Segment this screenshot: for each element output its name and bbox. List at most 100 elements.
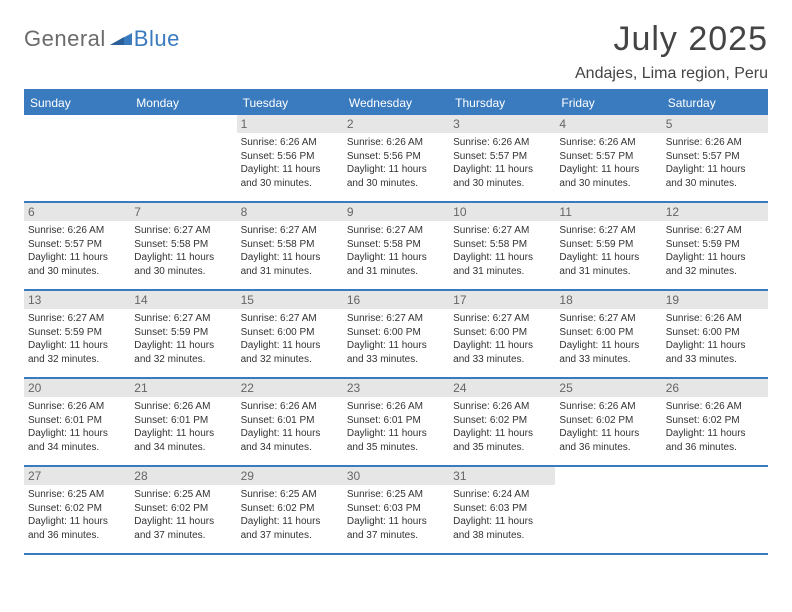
sunrise-line: Sunrise: 6:27 AM [453,224,551,238]
day-cell: 18Sunrise: 6:27 AMSunset: 6:00 PMDayligh… [555,291,661,377]
day-number: 1 [237,115,343,133]
sunset-line: Sunset: 5:57 PM [28,238,126,252]
daylight-line: Daylight: 11 hours and 32 minutes. [666,251,764,278]
day-number: 22 [237,379,343,397]
sunrise-line: Sunrise: 6:26 AM [347,400,445,414]
daylight-line: Daylight: 11 hours and 34 minutes. [134,427,232,454]
daylight-line: Daylight: 11 hours and 32 minutes. [134,339,232,366]
day-cell: 10Sunrise: 6:27 AMSunset: 5:58 PMDayligh… [449,203,555,289]
sunset-line: Sunset: 6:02 PM [241,502,339,516]
day-number: 19 [662,291,768,309]
day-cell: 3Sunrise: 6:26 AMSunset: 5:57 PMDaylight… [449,115,555,201]
daylight-line: Daylight: 11 hours and 30 minutes. [453,163,551,190]
day-number: 8 [237,203,343,221]
sunset-line: Sunset: 6:00 PM [453,326,551,340]
week-row: 13Sunrise: 6:27 AMSunset: 5:59 PMDayligh… [24,291,768,379]
sunset-line: Sunset: 5:57 PM [453,150,551,164]
day-number: 5 [662,115,768,133]
daylight-line: Daylight: 11 hours and 35 minutes. [347,427,445,454]
sunset-line: Sunset: 6:01 PM [134,414,232,428]
day-number [662,467,768,485]
day-cell: 22 Sunrise: 6:26 AMSunset: 6:01 PMDayligh… [237,379,343,465]
sunrise-line: Sunrise: 6:27 AM [453,312,551,326]
daylight-line: Daylight: 11 hours and 35 minutes. [453,427,551,454]
day-cell: 21Sunrise: 6:26 AMSunset: 6:01 PMDayligh… [130,379,236,465]
sunset-line: Sunset: 6:02 PM [28,502,126,516]
daylight-line: Daylight: 11 hours and 33 minutes. [559,339,657,366]
day-cell: 6Sunrise: 6:26 AMSunset: 5:57 PMDaylight… [24,203,130,289]
sunset-line: Sunset: 5:59 PM [559,238,657,252]
daylight-line: Daylight: 11 hours and 30 minutes. [134,251,232,278]
day-number: 24 [449,379,555,397]
sunrise-line: Sunrise: 6:27 AM [28,312,126,326]
sunset-line: Sunset: 6:00 PM [666,326,764,340]
day-cell: 26Sunrise: 6:26 AMSunset: 6:02 PMDayligh… [662,379,768,465]
day-number: 12 [662,203,768,221]
sunrise-line: Sunrise: 6:25 AM [347,488,445,502]
daylight-line: Daylight: 11 hours and 34 minutes. [241,427,339,454]
daylight-line: Daylight: 11 hours and 31 minutes. [241,251,339,278]
daylight-line: Daylight: 11 hours and 37 minutes. [347,515,445,542]
day-header: Sunday [24,91,130,115]
calendar: SundayMondayTuesdayWednesdayThursdayFrid… [24,89,768,555]
daylight-line: Daylight: 11 hours and 34 minutes. [28,427,126,454]
title-block: July 2025 Andajes, Lima region, Peru [575,20,768,83]
sunrise-line: Sunrise: 6:25 AM [241,488,339,502]
day-number [130,115,236,133]
day-number: 31 [449,467,555,485]
day-number: 30 [343,467,449,485]
sunset-line: Sunset: 5:58 PM [134,238,232,252]
sunset-line: Sunset: 5:57 PM [666,150,764,164]
day-number: 27 [24,467,130,485]
page-title: July 2025 [575,20,768,59]
day-number: 16 [343,291,449,309]
day-header: Monday [130,91,236,115]
daylight-line: Daylight: 11 hours and 30 minutes. [666,163,764,190]
week-row: 20Sunrise: 6:26 AMSunset: 6:01 PMDayligh… [24,379,768,467]
day-cell: 8Sunrise: 6:27 AMSunset: 5:58 PMDaylight… [237,203,343,289]
sunrise-line: Sunrise: 6:27 AM [241,312,339,326]
day-header: Thursday [449,91,555,115]
day-header: Saturday [662,91,768,115]
sunrise-line: Sunrise: 6:26 AM [241,400,339,414]
day-number: 25 [555,379,661,397]
daylight-line: Daylight: 11 hours and 33 minutes. [453,339,551,366]
daylight-line: Daylight: 11 hours and 32 minutes. [28,339,126,366]
day-cell: 23Sunrise: 6:26 AMSunset: 6:01 PMDayligh… [343,379,449,465]
day-header: Wednesday [343,91,449,115]
sunset-line: Sunset: 5:58 PM [453,238,551,252]
week-row: 27Sunrise: 6:25 AMSunset: 6:02 PMDayligh… [24,467,768,555]
day-number: 21 [130,379,236,397]
day-number: 28 [130,467,236,485]
sunrise-line: Sunrise: 6:27 AM [666,224,764,238]
day-number: 9 [343,203,449,221]
daylight-line: Daylight: 11 hours and 33 minutes. [666,339,764,366]
sunset-line: Sunset: 6:03 PM [347,502,445,516]
daylight-line: Daylight: 11 hours and 36 minutes. [559,427,657,454]
daylight-line: Daylight: 11 hours and 33 minutes. [347,339,445,366]
daylight-line: Daylight: 11 hours and 30 minutes. [347,163,445,190]
sunrise-line: Sunrise: 6:24 AM [453,488,551,502]
sunrise-line: Sunrise: 6:25 AM [134,488,232,502]
sunset-line: Sunset: 6:01 PM [241,414,339,428]
daylight-line: Daylight: 11 hours and 37 minutes. [134,515,232,542]
sunset-line: Sunset: 6:02 PM [666,414,764,428]
day-cell: 25Sunrise: 6:26 AMSunset: 6:02 PMDayligh… [555,379,661,465]
header: General Blue July 2025 Andajes, Lima reg… [24,20,768,83]
week-row: 1Sunrise: 6:26 AMSunset: 5:56 PMDaylight… [24,115,768,203]
sunrise-line: Sunrise: 6:26 AM [559,400,657,414]
day-number: 10 [449,203,555,221]
daylight-line: Daylight: 11 hours and 30 minutes. [241,163,339,190]
day-number: 29 [237,467,343,485]
day-cell: 28Sunrise: 6:25 AMSunset: 6:02 PMDayligh… [130,467,236,553]
daylight-line: Daylight: 11 hours and 37 minutes. [241,515,339,542]
sunset-line: Sunset: 6:03 PM [453,502,551,516]
sunrise-line: Sunrise: 6:26 AM [559,136,657,150]
day-header: Tuesday [237,91,343,115]
day-number: 23 [343,379,449,397]
sunrise-line: Sunrise: 6:26 AM [666,136,764,150]
day-cell: 20Sunrise: 6:26 AMSunset: 6:01 PMDayligh… [24,379,130,465]
day-cell: 17Sunrise: 6:27 AMSunset: 6:00 PMDayligh… [449,291,555,377]
day-cell: 12Sunrise: 6:27 AMSunset: 5:59 PMDayligh… [662,203,768,289]
day-cell: 9Sunrise: 6:27 AMSunset: 5:58 PMDaylight… [343,203,449,289]
